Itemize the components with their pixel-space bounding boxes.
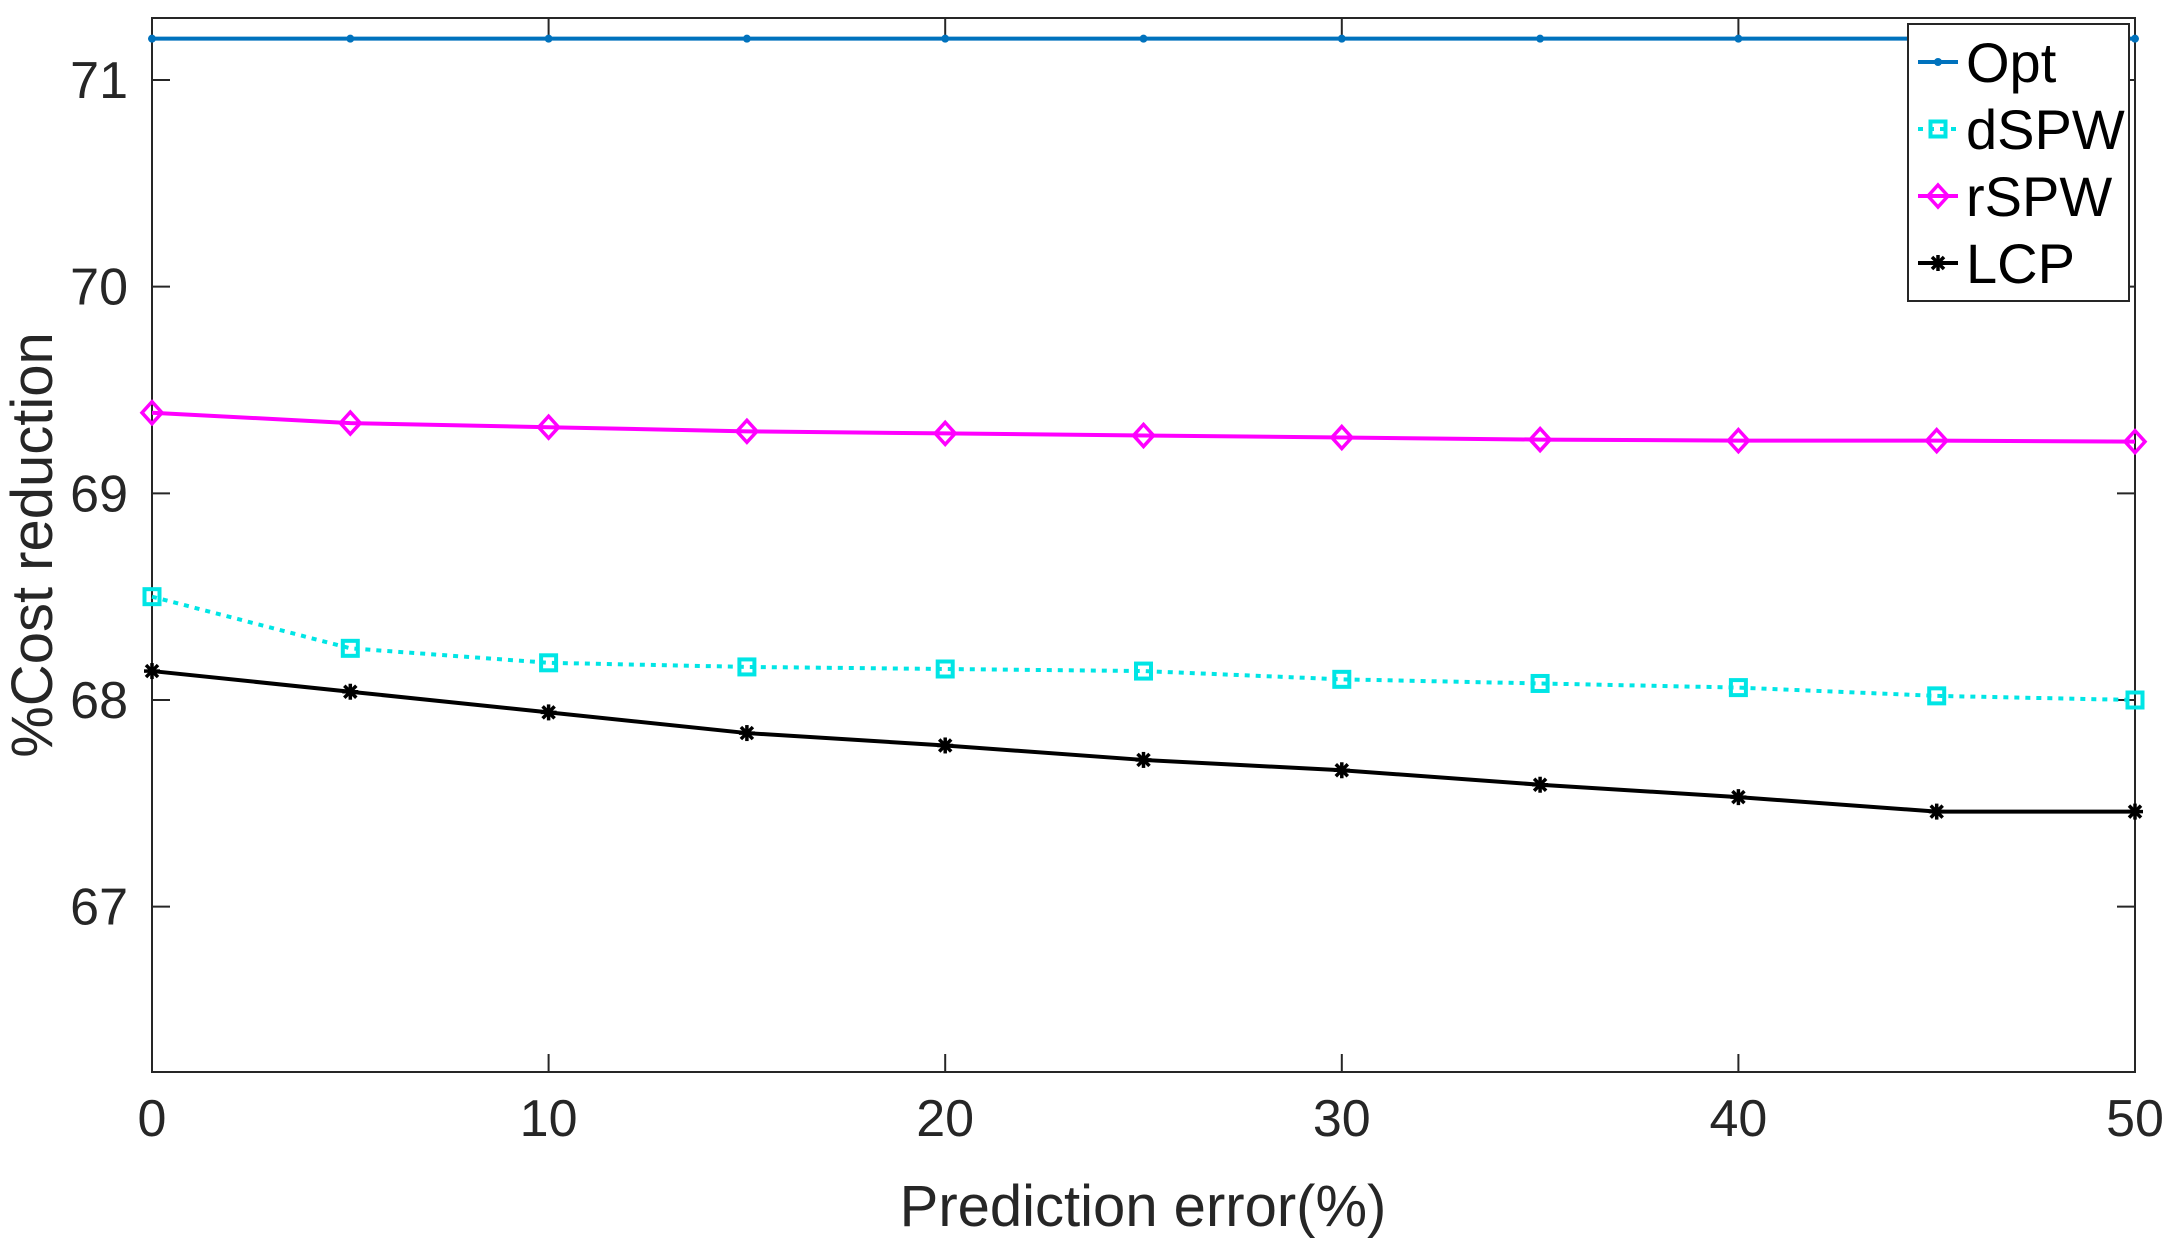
y-tick-label: 71 bbox=[70, 52, 128, 110]
data-point bbox=[734, 417, 760, 445]
data-point bbox=[1329, 423, 1355, 452]
data-point bbox=[1927, 686, 1947, 706]
data-point bbox=[1536, 34, 1545, 43]
legend-label: rSPW bbox=[1966, 165, 2112, 228]
y-tick-label: 67 bbox=[70, 879, 128, 937]
data-point bbox=[144, 663, 160, 680]
data-point bbox=[1134, 661, 1153, 681]
data-point bbox=[148, 34, 156, 43]
data-point bbox=[1734, 34, 1743, 43]
data-point bbox=[346, 34, 355, 43]
data-point bbox=[935, 659, 955, 679]
data-point bbox=[1728, 678, 1748, 698]
x-tick-label: 30 bbox=[1313, 1090, 1371, 1148]
y-axis: 67 68 69 70 71 bbox=[70, 52, 2135, 937]
data-point bbox=[2127, 803, 2143, 820]
series-lcp bbox=[144, 663, 2143, 820]
data-point bbox=[2125, 690, 2145, 710]
data-point bbox=[1928, 119, 1948, 139]
x-tick-label: 40 bbox=[1709, 1090, 1767, 1148]
data-point bbox=[1924, 427, 1950, 455]
data-point bbox=[540, 704, 557, 721]
x-tick-label: 50 bbox=[2106, 1090, 2164, 1148]
data-point bbox=[337, 409, 363, 437]
legend-item: rSPW bbox=[1918, 165, 2112, 228]
data-point bbox=[1333, 762, 1350, 779]
data-point bbox=[544, 34, 553, 43]
data-point bbox=[932, 419, 958, 448]
legend-item: Opt bbox=[1918, 31, 2057, 94]
data-point bbox=[342, 683, 359, 700]
x-axis: 0 10 20 30 40 50 bbox=[138, 18, 2164, 1148]
legend-label: LCP bbox=[1966, 232, 2075, 295]
series-layer bbox=[139, 34, 2148, 820]
series-dspw bbox=[142, 587, 2145, 710]
data-point bbox=[139, 399, 165, 427]
data-point bbox=[142, 587, 162, 607]
y-tick-label: 70 bbox=[70, 259, 128, 317]
series-line bbox=[151, 410, 2136, 444]
series-rspw bbox=[139, 399, 2148, 456]
legend-label: Opt bbox=[1966, 31, 2057, 94]
x-tick-label: 0 bbox=[138, 1090, 167, 1148]
y-tick-label: 68 bbox=[70, 672, 128, 730]
data-point bbox=[1532, 776, 1549, 793]
data-point bbox=[539, 653, 559, 673]
x-axis-label: Prediction error(%) bbox=[900, 1174, 1387, 1238]
data-point bbox=[340, 638, 360, 658]
x-tick-label: 10 bbox=[520, 1090, 578, 1148]
data-point bbox=[1726, 427, 1751, 455]
data-point bbox=[2131, 34, 2139, 43]
x-tick-label: 20 bbox=[916, 1090, 974, 1148]
data-point bbox=[1530, 673, 1550, 693]
data-point bbox=[1337, 34, 1346, 43]
legend-label: dSPW bbox=[1966, 98, 2125, 161]
data-point bbox=[941, 34, 950, 43]
data-point bbox=[1928, 803, 1945, 820]
legend-box bbox=[1907, 23, 2130, 302]
y-axis-label: %Cost reduction bbox=[0, 332, 65, 758]
data-point bbox=[1527, 425, 1553, 454]
legend-item: dSPW bbox=[1918, 98, 2125, 161]
data-point bbox=[1139, 34, 1148, 43]
data-point bbox=[2122, 428, 2148, 456]
data-point bbox=[1934, 58, 1942, 66]
data-point bbox=[1332, 669, 1352, 689]
data-point bbox=[1930, 255, 1946, 271]
plot-area bbox=[151, 17, 2136, 1073]
data-point bbox=[1925, 182, 1951, 210]
data-point bbox=[1135, 751, 1152, 768]
legend-item: LCP bbox=[1918, 232, 2075, 295]
data-point bbox=[1730, 789, 1747, 806]
data-point bbox=[1131, 421, 1156, 450]
data-point bbox=[737, 657, 757, 677]
data-point bbox=[742, 34, 751, 43]
data-point bbox=[536, 413, 561, 441]
data-point bbox=[738, 725, 755, 742]
y-tick-label: 69 bbox=[70, 465, 128, 523]
data-point bbox=[937, 737, 954, 754]
